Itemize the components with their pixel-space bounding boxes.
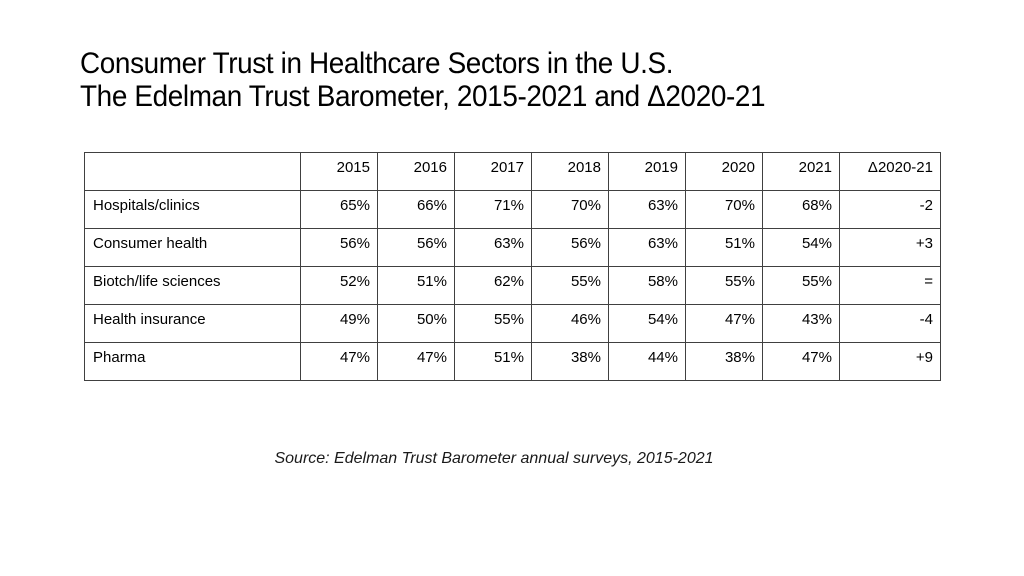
table-row: Health insurance 49% 50% 55% 46% 54% 47%… — [84, 304, 941, 343]
table-cell: 66% — [377, 190, 455, 229]
table-row: Biotch/life sciences 52% 51% 62% 55% 58%… — [84, 266, 941, 305]
row-label: Hospitals/clinics — [84, 190, 301, 229]
title-line-1: Consumer Trust in Healthcare Sectors in … — [80, 47, 674, 80]
table-cell: 56% — [377, 228, 455, 267]
row-label: Biotch/life sciences — [84, 266, 301, 305]
table-cell: 50% — [377, 304, 455, 343]
column-header-2020: 2020 — [685, 152, 763, 191]
source-note: Source: Edelman Trust Barometer annual s… — [274, 450, 714, 467]
table-cell: 63% — [608, 190, 686, 229]
table-cell: 51% — [454, 342, 532, 381]
table-cell-delta: -2 — [839, 190, 941, 229]
column-header-2019: 2019 — [608, 152, 686, 191]
table-cell: 63% — [608, 228, 686, 267]
table-cell: 62% — [454, 266, 532, 305]
table-cell: 56% — [300, 228, 378, 267]
column-header-2021: 2021 — [762, 152, 840, 191]
slide-title: Consumer Trust in Healthcare Sectors in … — [80, 47, 766, 113]
table-header-row: 2015 2016 2017 2018 2019 2020 2021 Δ2020… — [84, 152, 941, 191]
table-cell: 55% — [531, 266, 609, 305]
table-cell: 54% — [608, 304, 686, 343]
column-header-2015: 2015 — [300, 152, 378, 191]
row-label: Consumer health — [84, 228, 301, 267]
table-cell: 54% — [762, 228, 840, 267]
table-cell: 55% — [685, 266, 763, 305]
table-cell: 63% — [454, 228, 532, 267]
table-cell: 52% — [300, 266, 378, 305]
table-cell: 38% — [531, 342, 609, 381]
table-cell: 70% — [685, 190, 763, 229]
row-label: Health insurance — [84, 304, 301, 343]
column-header-sector — [84, 152, 301, 191]
table-cell: 38% — [685, 342, 763, 381]
column-header-2016: 2016 — [377, 152, 455, 191]
table-cell: 55% — [762, 266, 840, 305]
table-cell-delta: +9 — [839, 342, 941, 381]
column-header-2017: 2017 — [454, 152, 532, 191]
column-header-2018: 2018 — [531, 152, 609, 191]
table-cell: 70% — [531, 190, 609, 229]
table-cell: 44% — [608, 342, 686, 381]
table-cell: 46% — [531, 304, 609, 343]
table-row: Consumer health 56% 56% 63% 56% 63% 51% … — [84, 228, 941, 267]
table-cell: 71% — [454, 190, 532, 229]
table-cell: 47% — [762, 342, 840, 381]
table-cell: 65% — [300, 190, 378, 229]
table-cell: 51% — [685, 228, 763, 267]
table-cell: 47% — [377, 342, 455, 381]
table-cell: 47% — [685, 304, 763, 343]
table-cell-delta: +3 — [839, 228, 941, 267]
table-cell: 47% — [300, 342, 378, 381]
table-cell-delta: = — [839, 266, 941, 305]
table-cell: 51% — [377, 266, 455, 305]
table-cell: 55% — [454, 304, 532, 343]
table-cell: 58% — [608, 266, 686, 305]
table-cell: 68% — [762, 190, 840, 229]
table-row: Hospitals/clinics 65% 66% 71% 70% 63% 70… — [84, 190, 941, 229]
table-cell: 49% — [300, 304, 378, 343]
table-row: Pharma 47% 47% 51% 38% 44% 38% 47% +9 — [84, 342, 941, 381]
row-label: Pharma — [84, 342, 301, 381]
column-header-delta: Δ2020-21 — [839, 152, 941, 191]
trust-table: 2015 2016 2017 2018 2019 2020 2021 Δ2020… — [84, 152, 941, 381]
title-line-2: The Edelman Trust Barometer, 2015-2021 a… — [80, 80, 766, 113]
table-cell: 43% — [762, 304, 840, 343]
table-cell-delta: -4 — [839, 304, 941, 343]
table-cell: 56% — [531, 228, 609, 267]
